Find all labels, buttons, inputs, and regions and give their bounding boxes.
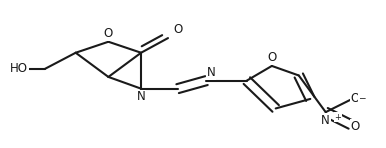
Text: N: N [321,114,330,127]
Text: O: O [174,23,183,36]
Text: N: N [137,90,146,103]
Text: N: N [207,66,215,79]
Text: O: O [351,92,360,105]
Text: HO: HO [10,62,28,75]
Text: O: O [104,27,113,40]
Text: +: + [335,113,341,122]
Text: O: O [351,120,360,133]
Text: O: O [267,52,276,65]
Text: −: − [358,93,366,102]
